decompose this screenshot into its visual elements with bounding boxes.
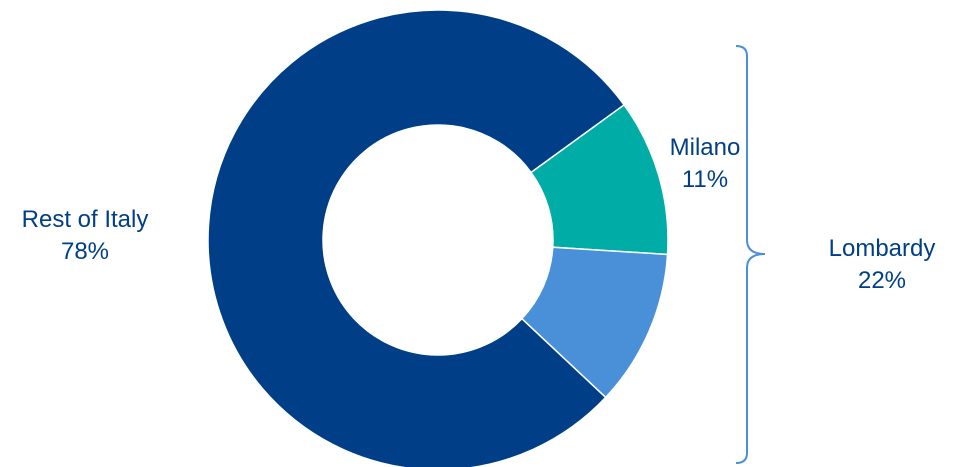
donut-slices (207, 9, 669, 467)
label-milano-value: 11% (682, 166, 728, 193)
label-milano-name: Milano (670, 134, 741, 161)
slice-rest-of-italy (207, 9, 626, 467)
label-lombardy-value: 22% (858, 267, 906, 294)
label-lombardy-name: Lombardy (829, 235, 936, 262)
lombardy-bracket (735, 45, 766, 464)
label-rest-of-italy-name: Rest of Italy (22, 206, 149, 233)
label-rest-of-italy-value: 78% (61, 238, 109, 265)
